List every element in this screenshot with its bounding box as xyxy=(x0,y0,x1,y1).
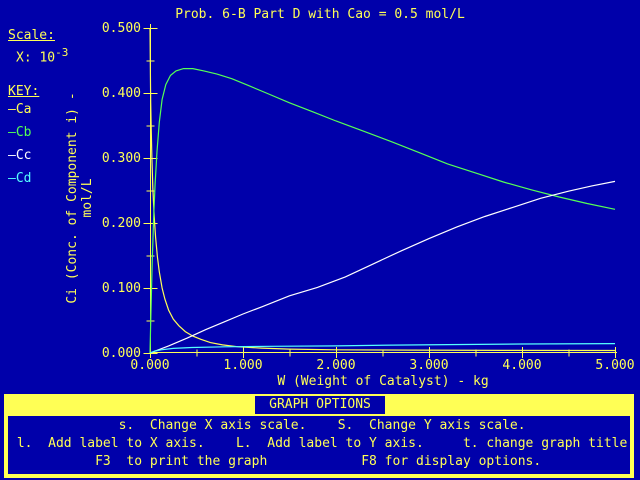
svg-text:4.000: 4.000 xyxy=(502,358,541,373)
svg-text:0.200: 0.200 xyxy=(102,216,141,231)
legend-item-cb: —Cb xyxy=(8,125,31,140)
x-axis-title: W (Weight of Catalyst) - kg xyxy=(277,374,489,389)
svg-text:0.300: 0.300 xyxy=(102,151,141,166)
graph-options-title: GRAPH OPTIONS xyxy=(255,396,385,414)
legend-label-cc: Cc xyxy=(15,148,32,163)
svg-text:5.000: 5.000 xyxy=(595,358,634,373)
menu-line-label-commands: l. Add label to X axis. L. Add label to … xyxy=(9,436,636,451)
svg-text:0.000: 0.000 xyxy=(102,346,141,361)
legend-swatch-cc: — xyxy=(8,148,16,163)
curve-ca xyxy=(149,27,616,352)
svg-text:0.500: 0.500 xyxy=(102,21,141,36)
legend-swatch-cb: — xyxy=(8,125,16,140)
legend-item-cd: —Cd xyxy=(8,171,31,186)
legend-item-cc: —Cc xyxy=(8,148,31,163)
svg-text:0.400: 0.400 xyxy=(102,86,141,101)
x-scale-note: X: 10-3 xyxy=(16,46,68,65)
x-scale-base: X: 10 xyxy=(16,50,56,66)
x-scale-exponent: -3 xyxy=(55,46,69,59)
plot-canvas: 0.000 0.100 0.200 0.300 0.400 0.500 0.000 1.000… xyxy=(102,21,635,373)
y-axis-title: Ci (Conc. of Component i) - mol/L xyxy=(65,92,95,304)
menu-line-function-keys: F3 to print the graph F8 for display opt… xyxy=(9,454,542,469)
svg-text:0.000: 0.000 xyxy=(130,358,169,373)
chart-title: Prob. 6-B Part D with Cao = 0.5 mol/L xyxy=(175,7,465,22)
legend-swatch-cd: — xyxy=(8,171,16,186)
curve-cb xyxy=(149,67,616,354)
legend-label-cb: Cb xyxy=(15,125,32,140)
legend-item-ca: —Ca xyxy=(8,102,31,117)
scale-heading: Scale: xyxy=(8,28,55,43)
legend-label-cd: Cd xyxy=(15,171,32,186)
menu-line-scale-commands: s. Change X axis scale. S. Change Y axis… xyxy=(9,418,526,433)
legend-label-ca: Ca xyxy=(15,102,32,117)
svg-text:0.100: 0.100 xyxy=(102,281,141,296)
svg-text:2.000: 2.000 xyxy=(316,358,355,373)
legend-heading: KEY: xyxy=(8,84,40,99)
legend-swatch-ca: — xyxy=(8,102,16,117)
curve-cd xyxy=(149,343,616,354)
svg-text:3.000: 3.000 xyxy=(409,358,448,373)
svg-text:1.000: 1.000 xyxy=(223,358,262,373)
curve-cc xyxy=(149,180,616,354)
